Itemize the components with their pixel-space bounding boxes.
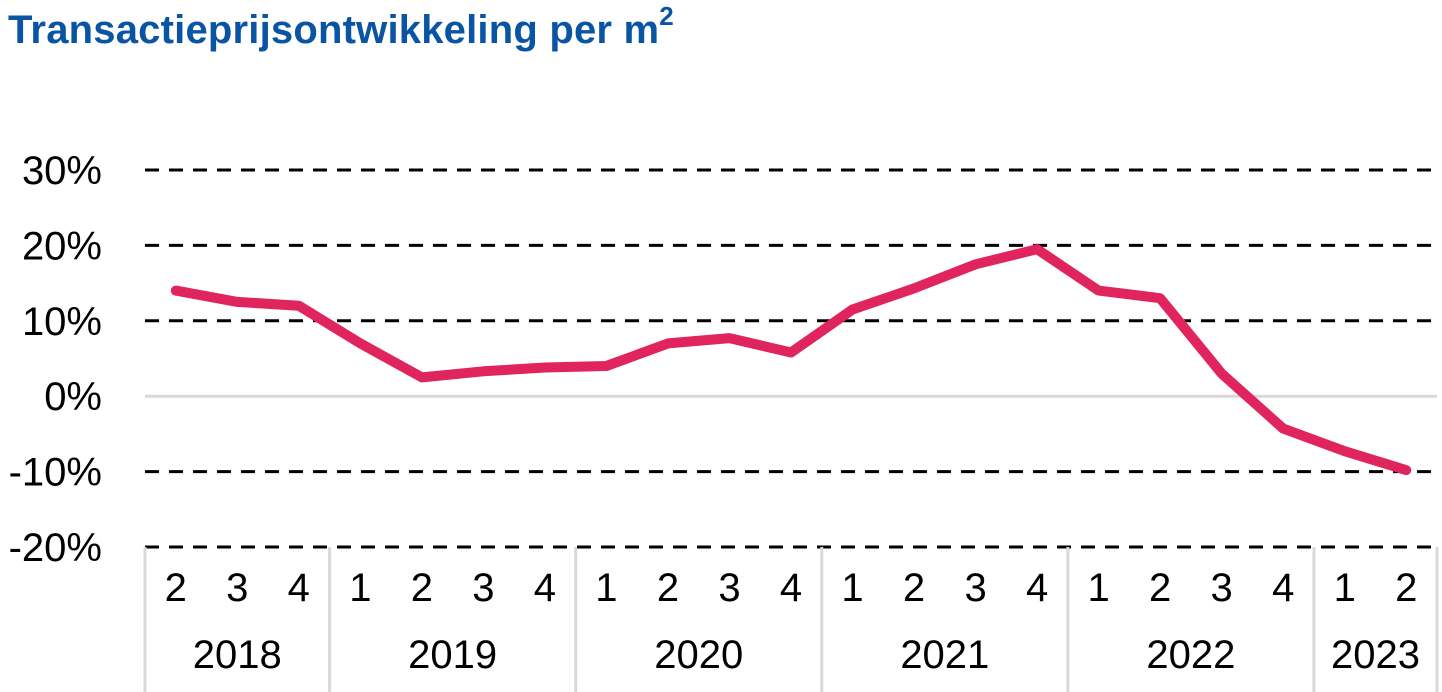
x-tick-label: 1 <box>349 566 371 610</box>
y-tick-label: 30% <box>22 149 102 193</box>
year-label: 2023 <box>1331 633 1420 677</box>
x-tick-label: 4 <box>1272 566 1294 610</box>
year-label: 2018 <box>193 633 282 677</box>
y-tick-label: -20% <box>9 526 102 570</box>
x-tick-label: 1 <box>1334 566 1356 610</box>
x-tick-label: 2 <box>165 566 187 610</box>
y-tick-label: 10% <box>22 300 102 344</box>
chart-title: Transactieprijsontwikkeling per m2 <box>8 3 674 53</box>
series-line <box>170 244 1412 476</box>
x-tick-label: 2 <box>1395 566 1417 610</box>
x-tick-label: 1 <box>595 566 617 610</box>
x-tick-label: 4 <box>1026 566 1048 610</box>
year-label: 2019 <box>408 633 497 677</box>
x-tick-label: 2 <box>903 566 925 610</box>
x-tick-label: 2 <box>1149 566 1171 610</box>
x-tick-label: 2 <box>411 566 433 610</box>
x-tick-label: 4 <box>534 566 556 610</box>
x-tick-label: 4 <box>780 566 802 610</box>
y-tick-label: -10% <box>9 451 102 495</box>
y-tick-label: 20% <box>22 224 102 268</box>
x-tick-label: 1 <box>841 566 863 610</box>
x-tick-label: 3 <box>472 566 494 610</box>
x-tick-label: 3 <box>718 566 740 610</box>
x-tick-label: 2 <box>657 566 679 610</box>
x-tick-label: 3 <box>226 566 248 610</box>
chart-title-superscript: 2 <box>659 0 674 31</box>
chart-title-text: Transactieprijsontwikkeling per m <box>8 8 660 52</box>
x-tick-label: 4 <box>288 566 310 610</box>
year-label: 2021 <box>900 633 989 677</box>
y-tick-label: 0% <box>44 375 102 419</box>
x-tick-label: 1 <box>1087 566 1109 610</box>
x-tick-label: 3 <box>1211 566 1233 610</box>
year-label: 2020 <box>654 633 743 677</box>
x-tick-label: 3 <box>964 566 986 610</box>
year-label: 2022 <box>1146 633 1235 677</box>
